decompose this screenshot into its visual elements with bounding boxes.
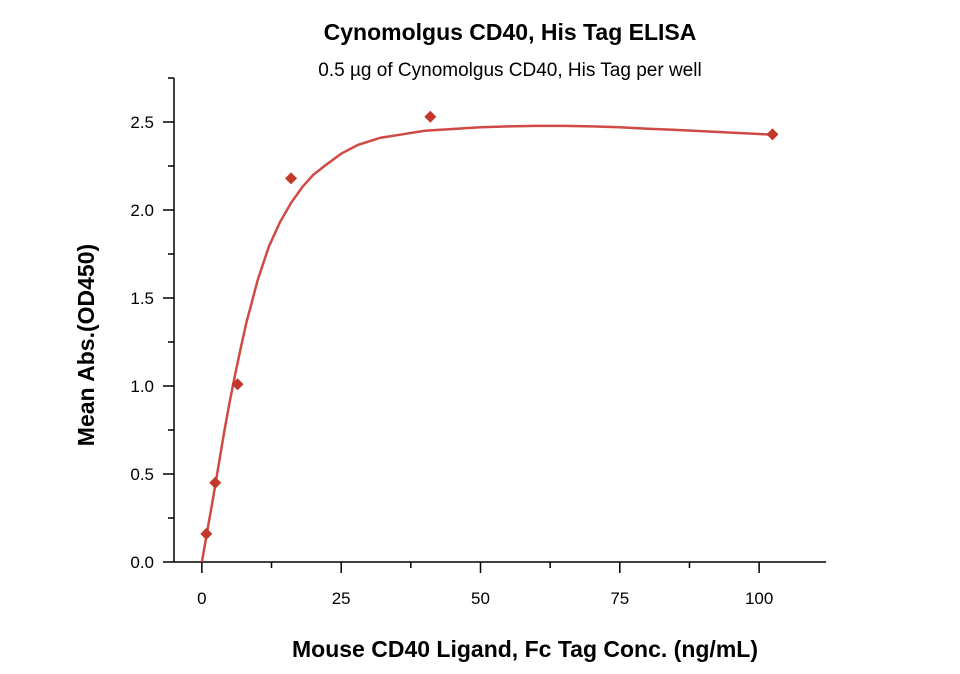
y-tick-label: 0.0 <box>130 553 154 572</box>
data-point <box>424 110 437 123</box>
x-tick-label: 75 <box>610 589 629 608</box>
data-point <box>200 527 213 540</box>
y-tick-label: 1.5 <box>130 289 154 308</box>
data-point <box>231 378 244 391</box>
data-point <box>285 172 298 185</box>
y-axis-ticks: 0.0 0.5 1.0 1.5 2.0 2.5 <box>130 77 174 572</box>
x-tick-label: 50 <box>471 589 490 608</box>
chart-title: Cynomolgus CD40, His Tag ELISA <box>324 19 697 45</box>
x-axis-label: Mouse CD40 Ligand, Fc Tag Conc. (ng/mL) <box>292 636 758 662</box>
x-tick-label: 0 <box>197 589 206 608</box>
data-markers <box>200 110 779 540</box>
y-tick-label: 2.0 <box>130 201 154 220</box>
x-tick-label: 100 <box>745 589 773 608</box>
data-point <box>766 128 779 141</box>
y-tick-label: 0.5 <box>130 465 154 484</box>
x-axis-ticks: 0 25 50 75 100 <box>197 562 773 608</box>
y-tick-label: 2.5 <box>130 113 154 132</box>
y-axis-label: Mean Abs.(OD450) <box>73 244 99 446</box>
y-tick-label: 1.0 <box>130 377 154 396</box>
chart-subtitle: 0.5 µg of Cynomolgus CD40, His Tag per w… <box>318 60 701 81</box>
data-point <box>209 476 222 489</box>
x-tick-label: 25 <box>332 589 351 608</box>
fit-curve-line <box>200 124 773 563</box>
